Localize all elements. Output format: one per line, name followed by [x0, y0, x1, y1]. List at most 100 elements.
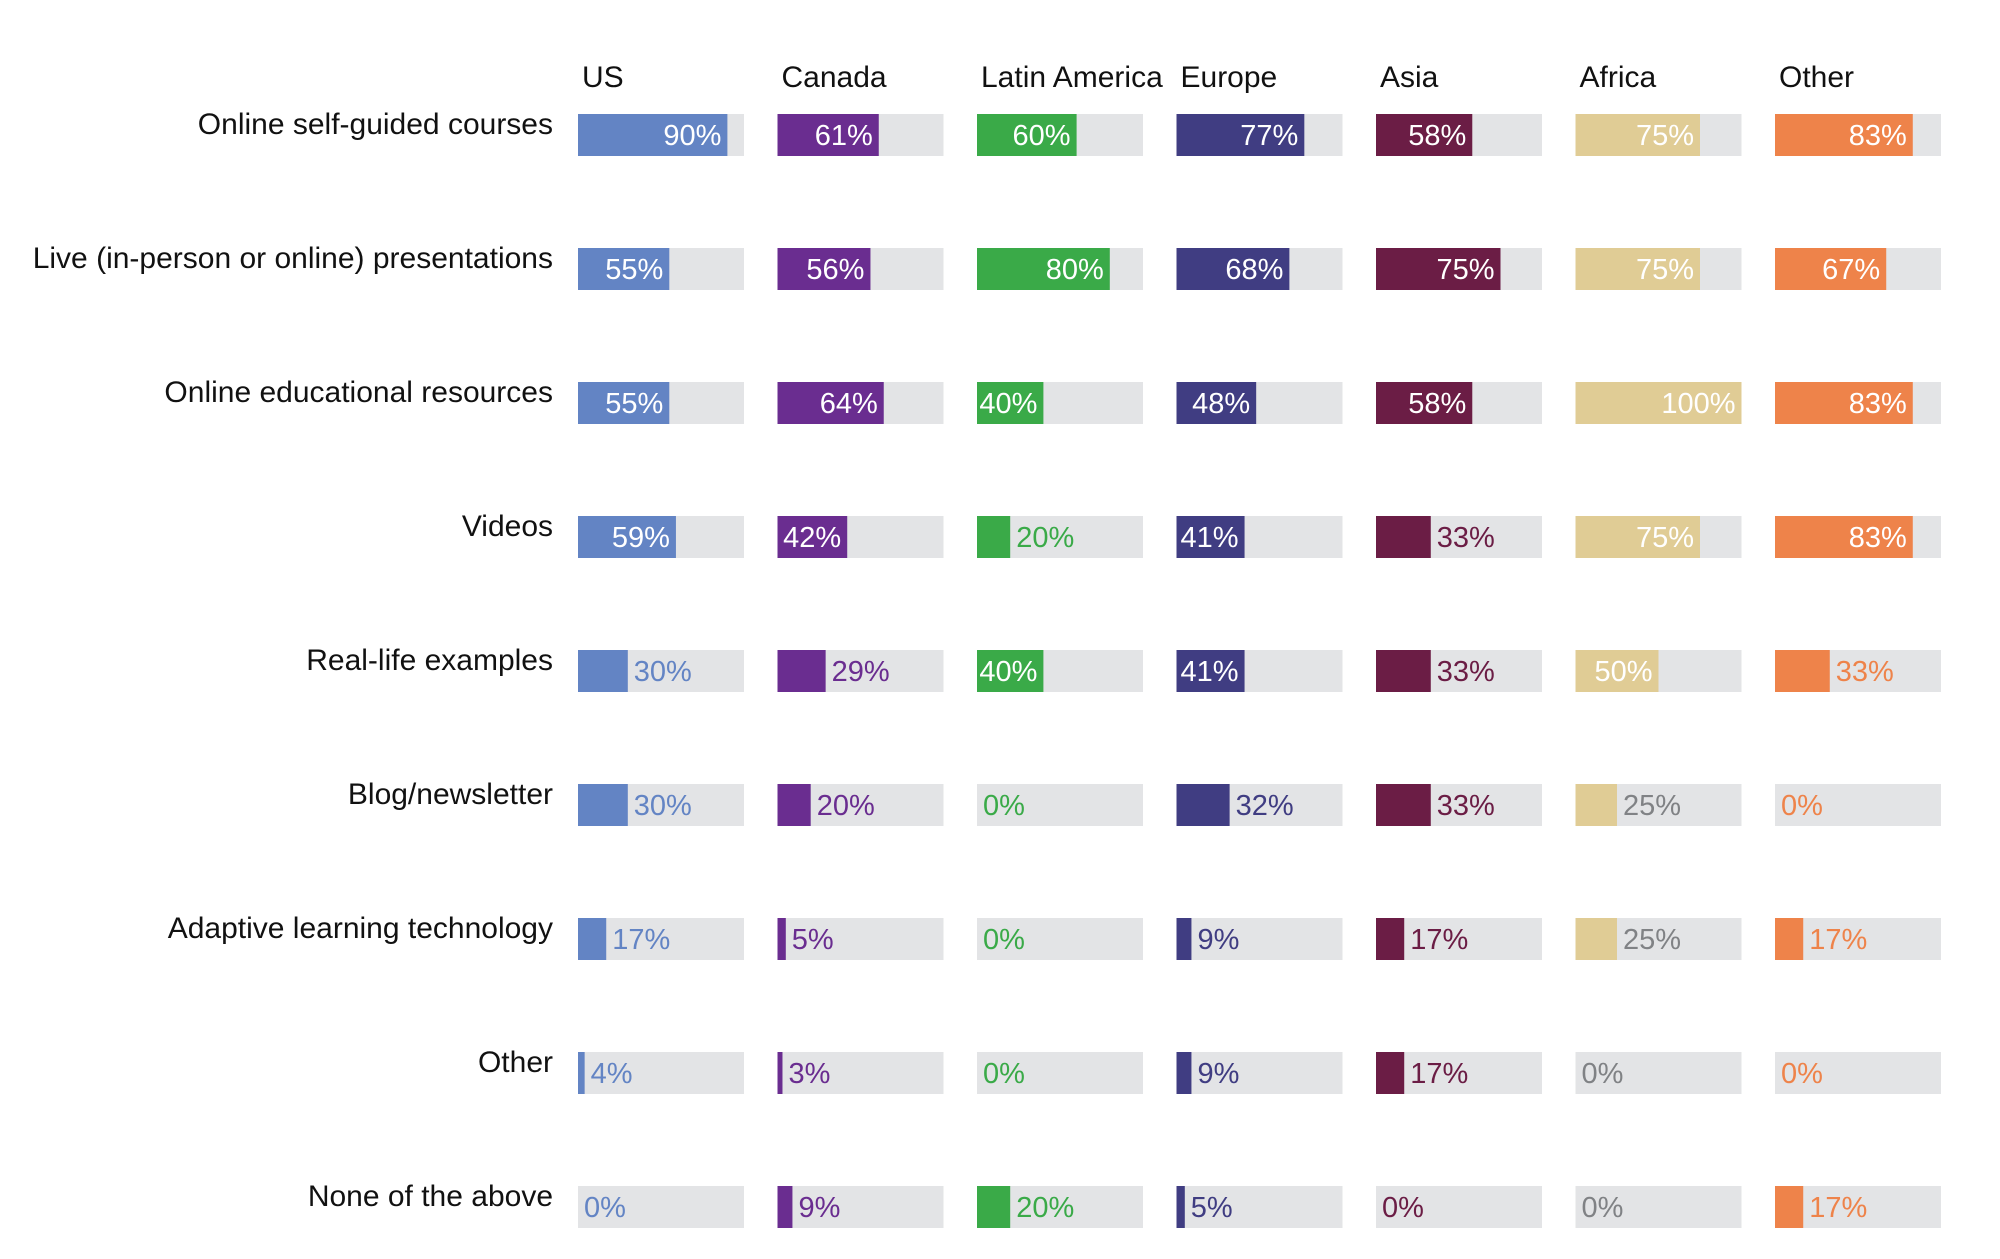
bar-us-online-educational-resources	[578, 382, 670, 424]
value-label: 75%	[1636, 522, 1694, 554]
bar-other-adaptive-learning-technology	[1775, 918, 1804, 960]
bar-latin-america-online-educational-resources	[977, 382, 1044, 424]
value-label: 75%	[1636, 120, 1694, 152]
bar-background	[1376, 1186, 1542, 1228]
bar-asia-online-educational-resources	[1376, 382, 1473, 424]
bar-europe-online-educational-resources	[1176, 382, 1257, 424]
value-label: 33%	[1437, 522, 1495, 554]
value-label: 56%	[806, 254, 864, 286]
bar-europe-videos	[1176, 516, 1245, 558]
value-label: 41%	[1181, 656, 1239, 688]
bar-us-adaptive-learning-technology	[578, 918, 607, 960]
value-label: 17%	[1410, 1058, 1468, 1090]
row-label-live-in-person-or-online-presentations: Live (in-person or online) presentations	[33, 242, 553, 275]
bar-africa-live-in-person-or-online-presentations	[1575, 248, 1700, 290]
value-label: 55%	[605, 388, 663, 420]
column-header-africa: Africa	[1580, 61, 1657, 94]
value-label: 60%	[1013, 120, 1071, 152]
row-label-videos: Videos	[462, 510, 553, 543]
value-label: 80%	[1046, 254, 1104, 286]
bar-us-blog-newsletter	[578, 784, 628, 826]
bar-canada-online-educational-resources	[777, 382, 884, 424]
value-label: 20%	[817, 790, 875, 822]
column-header-latin-america: Latin America	[981, 61, 1163, 94]
bar-canada-live-in-person-or-online-presentations	[777, 248, 871, 290]
bar-background	[777, 918, 944, 960]
value-label: 25%	[1623, 924, 1681, 956]
bar-background	[1176, 1052, 1343, 1094]
bar-africa-adaptive-learning-technology	[1575, 918, 1617, 960]
bar-background	[1775, 784, 1941, 826]
value-label: 17%	[1809, 1192, 1867, 1224]
bar-europe-adaptive-learning-technology	[1176, 918, 1192, 960]
bar-background	[1575, 1186, 1742, 1228]
bar-latin-america-real-life-examples	[977, 650, 1044, 692]
value-label: 0%	[1382, 1192, 1424, 1224]
value-label: 5%	[792, 924, 834, 956]
bar-canada-real-life-examples	[777, 650, 826, 692]
bar-latin-america-live-in-person-or-online-presentations	[977, 248, 1110, 290]
column-header-europe: Europe	[1181, 61, 1278, 94]
value-label: 30%	[634, 656, 692, 688]
value-label: 40%	[979, 656, 1037, 688]
bar-us-other	[578, 1052, 585, 1094]
column-header-asia: Asia	[1380, 61, 1439, 94]
value-label: 68%	[1225, 254, 1283, 286]
value-label: 83%	[1849, 522, 1907, 554]
bar-africa-blog-newsletter	[1575, 784, 1617, 826]
bar-other-none-of-the-above	[1775, 1186, 1804, 1228]
value-label: 17%	[1809, 924, 1867, 956]
value-label: 75%	[1436, 254, 1494, 286]
bar-africa-real-life-examples	[1575, 650, 1659, 692]
bar-background	[1775, 1052, 1941, 1094]
value-label: 0%	[1582, 1192, 1624, 1224]
value-label: 5%	[1191, 1192, 1233, 1224]
bar-canada-videos	[777, 516, 848, 558]
value-label: 0%	[983, 924, 1025, 956]
value-label: 75%	[1636, 254, 1694, 286]
value-label: 48%	[1192, 388, 1250, 420]
bar-us-videos	[578, 516, 676, 558]
value-label: 83%	[1849, 120, 1907, 152]
value-label: 90%	[663, 120, 721, 152]
value-label: 0%	[584, 1192, 626, 1224]
value-label: 20%	[1016, 1192, 1074, 1224]
bar-us-live-in-person-or-online-presentations	[578, 248, 670, 290]
bar-latin-america-online-self-guided-courses	[977, 114, 1077, 156]
value-label: 4%	[591, 1058, 633, 1090]
bar-background	[578, 1186, 744, 1228]
bar-europe-real-life-examples	[1176, 650, 1245, 692]
bar-canada-online-self-guided-courses	[777, 114, 879, 156]
column-header-other: Other	[1779, 61, 1854, 94]
bar-background	[578, 1052, 744, 1094]
value-label: 50%	[1594, 656, 1652, 688]
bar-asia-adaptive-learning-technology	[1376, 918, 1405, 960]
value-label: 32%	[1236, 790, 1294, 822]
value-label: 9%	[798, 1192, 840, 1224]
value-label: 64%	[820, 388, 878, 420]
value-label: 59%	[612, 522, 670, 554]
bar-other-real-life-examples	[1775, 650, 1830, 692]
value-label: 58%	[1408, 120, 1466, 152]
bar-other-videos	[1775, 516, 1913, 558]
bar-background	[777, 1052, 944, 1094]
value-label: 33%	[1836, 656, 1894, 688]
bar-other-online-educational-resources	[1775, 382, 1913, 424]
value-label: 25%	[1623, 790, 1681, 822]
bar-africa-online-educational-resources	[1575, 382, 1742, 424]
bar-europe-live-in-person-or-online-presentations	[1176, 248, 1290, 290]
value-label: 33%	[1437, 656, 1495, 688]
value-label: 30%	[634, 790, 692, 822]
row-label-real-life-examples: Real-life examples	[306, 644, 553, 677]
bar-us-real-life-examples	[578, 650, 628, 692]
row-label-none-of-the-above: None of the above	[308, 1180, 553, 1213]
bar-europe-blog-newsletter	[1176, 784, 1230, 826]
value-label: 77%	[1240, 120, 1298, 152]
value-label: 83%	[1849, 388, 1907, 420]
value-label: 100%	[1661, 388, 1735, 420]
column-header-canada: Canada	[782, 61, 887, 94]
value-label: 0%	[983, 790, 1025, 822]
row-label-other: Other	[478, 1046, 553, 1079]
row-label-blog-newsletter: Blog/newsletter	[348, 778, 553, 811]
value-label: 67%	[1822, 254, 1880, 286]
